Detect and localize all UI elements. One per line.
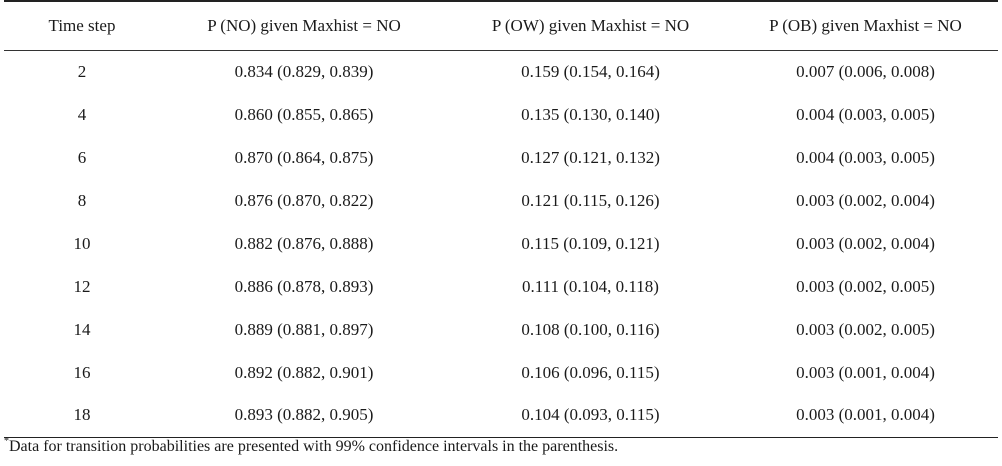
table-row: 10 0.882 (0.876, 0.888) 0.115 (0.109, 0.… bbox=[4, 222, 998, 265]
column-header-p-no: P (NO) given Maxhist = NO bbox=[160, 0, 448, 51]
cell-p-ob: 0.003 (0.002, 0.005) bbox=[796, 276, 935, 296]
table-row: 8 0.876 (0.870, 0.822) 0.121 (0.115, 0.1… bbox=[4, 179, 998, 222]
cell-p-ow: 0.108 (0.100, 0.116) bbox=[521, 319, 660, 339]
cell-p-ow: 0.111 (0.104, 0.118) bbox=[522, 276, 659, 296]
table-footnote: *Data for transition probabilities are p… bbox=[4, 436, 619, 456]
table-row: 4 0.860 (0.855, 0.865) 0.135 (0.130, 0.1… bbox=[4, 93, 998, 136]
table-header-row: Time step P (NO) given Maxhist = NO P (O… bbox=[4, 0, 998, 51]
cell-p-no: 0.860 (0.855, 0.865) bbox=[234, 104, 374, 124]
column-header-p-ow: P (OW) given Maxhist = NO bbox=[448, 0, 733, 51]
cell-p-ow: 0.159 (0.154, 0.164) bbox=[521, 61, 660, 81]
footnote-marker: * bbox=[4, 436, 9, 447]
cell-p-ob: 0.007 (0.006, 0.008) bbox=[796, 61, 935, 81]
transition-probability-table: Time step P (NO) given Maxhist = NO P (O… bbox=[4, 0, 998, 438]
cell-p-no: 0.882 (0.876, 0.888) bbox=[234, 233, 374, 253]
table-row: 18 0.893 (0.882, 0.905) 0.104 (0.093, 0.… bbox=[4, 394, 998, 438]
cell-p-ow: 0.104 (0.093, 0.115) bbox=[448, 394, 733, 438]
cell-time-step: 12 bbox=[73, 276, 91, 296]
column-header-p-ob: P (OB) given Maxhist = NO bbox=[733, 0, 998, 51]
cell-p-ob: 0.003 (0.001, 0.004) bbox=[796, 362, 935, 382]
table-row: 14 0.889 (0.881, 0.897) 0.108 (0.100, 0.… bbox=[4, 308, 998, 351]
cell-p-no: 0.870 (0.864, 0.875) bbox=[234, 147, 374, 167]
cell-time-step: 16 bbox=[73, 362, 91, 382]
cell-p-ob: 0.003 (0.002, 0.005) bbox=[796, 319, 935, 339]
transition-probability-table-container: Time step P (NO) given Maxhist = NO P (O… bbox=[4, 0, 998, 438]
cell-p-no: 0.889 (0.881, 0.897) bbox=[234, 319, 374, 339]
cell-p-ow: 0.127 (0.121, 0.132) bbox=[521, 147, 660, 167]
cell-p-no: 0.893 (0.882, 0.905) bbox=[160, 394, 448, 438]
cell-p-ob: 0.004 (0.003, 0.005) bbox=[796, 147, 935, 167]
cell-time-step: 18 bbox=[4, 394, 160, 438]
cell-p-ob: 0.003 (0.002, 0.004) bbox=[796, 233, 935, 253]
cell-p-no: 0.876 (0.870, 0.822) bbox=[234, 190, 374, 210]
cell-time-step: 10 bbox=[73, 233, 91, 253]
column-header-time-step: Time step bbox=[4, 0, 160, 51]
table-row: 16 0.892 (0.882, 0.901) 0.106 (0.096, 0.… bbox=[4, 351, 998, 394]
cell-time-step: 6 bbox=[77, 147, 87, 167]
cell-p-no: 0.886 (0.878, 0.893) bbox=[234, 276, 374, 296]
cell-p-ow: 0.106 (0.096, 0.115) bbox=[521, 362, 660, 382]
cell-p-ob: 0.003 (0.001, 0.004) bbox=[733, 394, 998, 438]
cell-p-ow: 0.135 (0.130, 0.140) bbox=[521, 104, 660, 124]
cell-p-ow: 0.121 (0.115, 0.126) bbox=[521, 190, 660, 210]
cell-time-step: 2 bbox=[77, 61, 87, 81]
cell-p-no: 0.892 (0.882, 0.901) bbox=[234, 362, 374, 382]
table-row: 6 0.870 (0.864, 0.875) 0.127 (0.121, 0.1… bbox=[4, 136, 998, 179]
cell-p-no: 0.834 (0.829, 0.839) bbox=[234, 61, 374, 81]
cell-time-step: 14 bbox=[73, 319, 91, 339]
cell-time-step: 8 bbox=[77, 190, 87, 210]
cell-time-step: 4 bbox=[77, 104, 87, 124]
table-row: 12 0.886 (0.878, 0.893) 0.111 (0.104, 0.… bbox=[4, 265, 998, 308]
table-row: 2 0.834 (0.829, 0.839) 0.159 (0.154, 0.1… bbox=[4, 50, 998, 93]
cell-p-ob: 0.003 (0.002, 0.004) bbox=[796, 190, 935, 210]
footnote-text: Data for transition probabilities are pr… bbox=[9, 438, 619, 455]
cell-p-ob: 0.004 (0.003, 0.005) bbox=[796, 104, 935, 124]
cell-p-ow: 0.115 (0.109, 0.121) bbox=[521, 233, 660, 253]
